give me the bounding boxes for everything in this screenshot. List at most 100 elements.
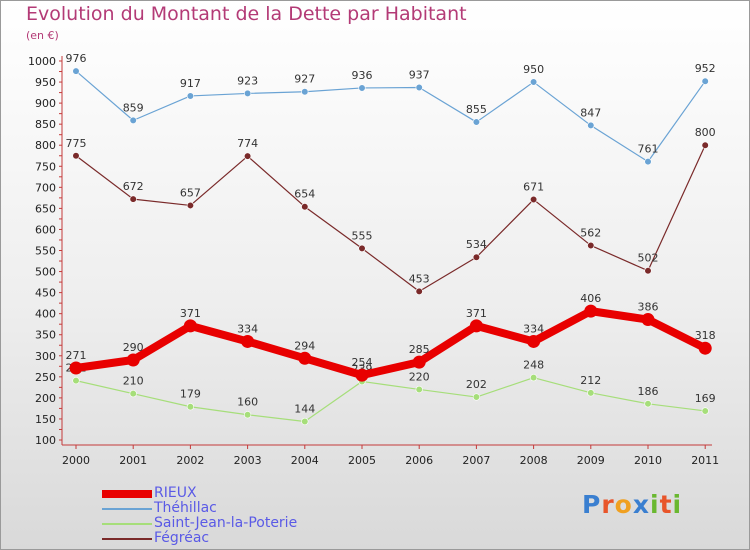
data-label: 937 xyxy=(409,69,430,82)
data-label: 927 xyxy=(294,73,315,86)
y-tick-label: 500 xyxy=(35,266,56,279)
data-point[interactable] xyxy=(698,341,712,355)
data-point[interactable] xyxy=(301,88,309,96)
data-point[interactable] xyxy=(244,89,252,98)
data-label: 371 xyxy=(180,307,201,320)
data-point[interactable] xyxy=(301,417,309,426)
data-point[interactable] xyxy=(527,334,541,348)
data-point[interactable] xyxy=(415,385,423,394)
data-point[interactable] xyxy=(241,334,255,348)
data-label: 290 xyxy=(123,341,144,354)
data-point[interactable] xyxy=(186,92,194,100)
x-tick-label: 2001 xyxy=(119,454,147,467)
data-point[interactable] xyxy=(72,152,80,160)
data-point[interactable] xyxy=(358,244,366,252)
data-point[interactable] xyxy=(529,78,538,86)
data-label: 386 xyxy=(638,301,659,314)
data-label: 936 xyxy=(352,69,373,82)
data-point[interactable] xyxy=(129,390,137,398)
data-label: 761 xyxy=(638,143,659,156)
data-label: 371 xyxy=(466,307,487,320)
data-point[interactable] xyxy=(412,355,426,369)
data-label: 775 xyxy=(66,137,87,150)
data-label: 334 xyxy=(523,322,544,335)
data-point[interactable] xyxy=(641,313,655,327)
data-point[interactable] xyxy=(472,393,481,401)
data-point[interactable] xyxy=(587,389,595,397)
legend-swatch xyxy=(102,490,152,498)
data-label: 950 xyxy=(523,63,544,76)
data-point[interactable] xyxy=(301,203,309,211)
data-label: 144 xyxy=(294,402,315,415)
y-tick-label: 850 xyxy=(35,118,56,131)
data-point[interactable] xyxy=(644,158,652,166)
data-point[interactable] xyxy=(298,351,312,365)
chart-title: Evolution du Montant de la Dette par Hab… xyxy=(26,3,467,25)
data-point[interactable] xyxy=(529,374,538,382)
data-point[interactable] xyxy=(129,195,137,203)
data-point[interactable] xyxy=(183,319,197,333)
y-tick-label: 350 xyxy=(35,329,56,342)
series-line-Théhillac xyxy=(75,70,706,163)
data-label: 220 xyxy=(409,370,430,383)
y-tick-label: 150 xyxy=(35,413,56,426)
x-tick-label: 2006 xyxy=(405,454,433,467)
data-point[interactable] xyxy=(587,241,595,250)
data-point[interactable] xyxy=(701,407,709,415)
y-tick-label: 800 xyxy=(35,139,56,152)
data-point[interactable] xyxy=(358,84,366,92)
y-tick-label: 400 xyxy=(35,308,56,321)
data-point[interactable] xyxy=(129,116,137,124)
data-point[interactable] xyxy=(72,377,80,385)
data-point[interactable] xyxy=(415,287,423,295)
y-tick-label: 900 xyxy=(35,97,56,110)
data-label: 334 xyxy=(237,322,258,335)
data-label: 212 xyxy=(580,374,601,387)
data-point[interactable] xyxy=(584,304,598,318)
x-tick-label: 2002 xyxy=(176,454,204,467)
x-tick-label: 2003 xyxy=(234,454,262,467)
data-point[interactable] xyxy=(186,201,194,210)
data-label: 169 xyxy=(695,392,716,405)
data-point[interactable] xyxy=(69,361,83,375)
data-point[interactable] xyxy=(126,353,140,367)
data-label: 654 xyxy=(294,188,315,201)
y-tick-label: 1000 xyxy=(28,55,56,68)
data-point[interactable] xyxy=(186,403,194,411)
data-label: 406 xyxy=(580,292,601,305)
data-point[interactable] xyxy=(644,267,652,275)
series-line-Fégréac xyxy=(75,144,706,292)
data-point[interactable] xyxy=(701,77,709,85)
data-point[interactable] xyxy=(644,400,652,408)
data-label: 555 xyxy=(352,229,373,242)
y-tick-label: 450 xyxy=(35,287,56,300)
data-label: 179 xyxy=(180,388,201,401)
data-point[interactable] xyxy=(415,83,423,92)
data-point[interactable] xyxy=(472,118,481,126)
y-tick-label: 250 xyxy=(35,371,56,384)
data-point[interactable] xyxy=(72,67,80,75)
data-point[interactable] xyxy=(529,195,538,204)
data-point[interactable] xyxy=(587,121,595,130)
data-point[interactable] xyxy=(355,368,369,382)
data-point[interactable] xyxy=(244,411,252,419)
data-point[interactable] xyxy=(701,141,709,149)
data-point[interactable] xyxy=(472,253,481,261)
data-label: 285 xyxy=(409,343,430,356)
data-label: 453 xyxy=(409,272,430,285)
data-point[interactable] xyxy=(469,319,483,333)
legend-label: Saint-Jean-la-Poterie xyxy=(154,515,298,531)
data-point[interactable] xyxy=(244,152,252,160)
x-tick-label: 2000 xyxy=(62,454,90,467)
data-label: 534 xyxy=(466,238,487,251)
y-tick-label: 100 xyxy=(35,434,56,447)
y-tick-label: 600 xyxy=(35,223,56,236)
data-label: 562 xyxy=(580,226,601,239)
series-line-Saint-Jean-la-Poterie xyxy=(75,377,706,423)
data-label: 847 xyxy=(580,106,601,119)
y-tick-label: 750 xyxy=(35,160,56,173)
y-tick-label: 200 xyxy=(35,392,56,405)
data-label: 271 xyxy=(66,349,87,362)
legend-label: Fégréac xyxy=(154,530,210,546)
